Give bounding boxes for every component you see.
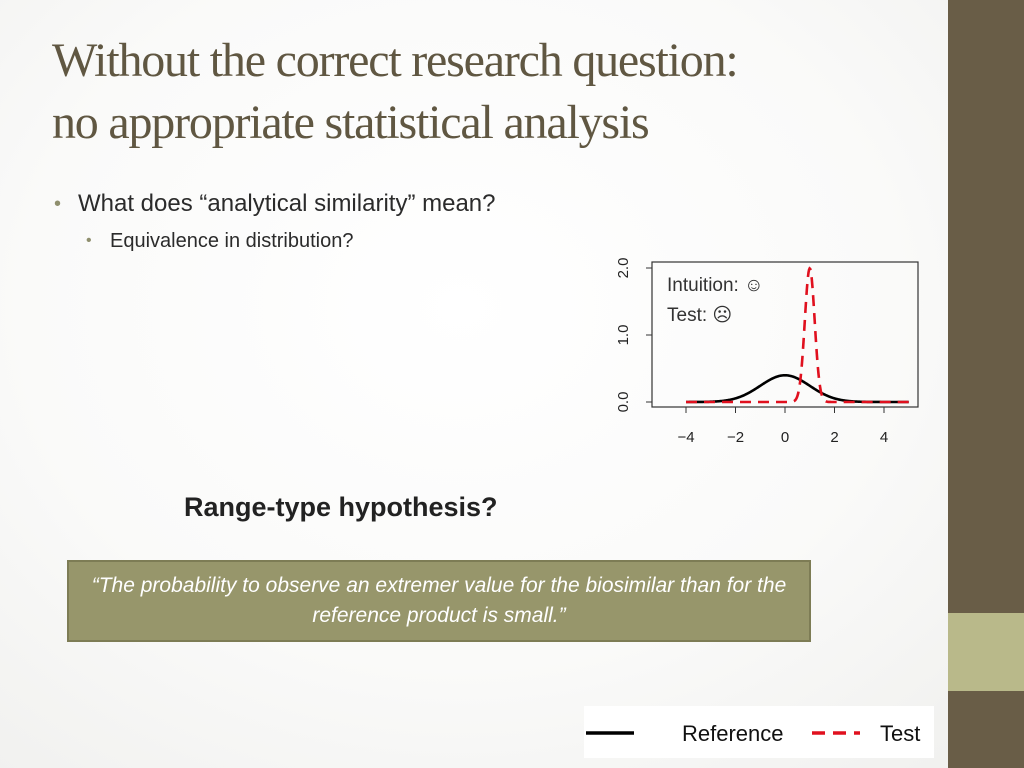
legend-background	[584, 706, 934, 758]
quote-box: “The probability to observe an extremer …	[67, 560, 811, 642]
y-tick-label: 0.0	[615, 392, 632, 413]
sidebar-accent-block	[948, 613, 1024, 691]
title-line-2: no appropriate statistical analysis	[52, 96, 650, 149]
annotation-test: Test: ☹	[667, 305, 732, 326]
annotation-intuition: Intuition: ☺	[667, 275, 764, 296]
x-tick-label: −2	[727, 429, 744, 446]
title-line-1: Without the correct research question:	[52, 34, 739, 87]
x-axis: −4 −2 0 2 4	[677, 407, 888, 446]
bullet-analytical-similarity: What does “analytical similarity” mean?	[54, 188, 495, 220]
bullet-list: What does “analytical similarity” mean? …	[54, 188, 495, 254]
legend-test-label: Test	[880, 721, 920, 746]
x-tick-label: 0	[781, 429, 789, 446]
x-tick-label: −4	[677, 429, 694, 446]
y-axis: 0.0 1.0 2.0	[615, 258, 652, 413]
x-tick-label: 2	[830, 429, 838, 446]
y-tick-label: 2.0	[615, 258, 632, 279]
slide-title: Without the correct research question: n…	[52, 30, 932, 154]
curve-test	[686, 266, 909, 404]
quote-text: “The probability to observe an extremer …	[91, 574, 787, 627]
hypothesis-label: Range-type hypothesis?	[184, 492, 498, 522]
y-tick-label: 1.0	[615, 325, 632, 346]
chart-legend: Reference Test	[584, 706, 934, 758]
x-tick-label: 4	[880, 429, 888, 446]
legend-reference-label: Reference	[682, 721, 784, 746]
subbullet-equivalence: Equivalence in distribution?	[86, 228, 495, 254]
density-chart: −4 −2 0 2 4 0.0 1.0 2.0 Intuition: ☺ Test: ☹	[615, 258, 919, 446]
